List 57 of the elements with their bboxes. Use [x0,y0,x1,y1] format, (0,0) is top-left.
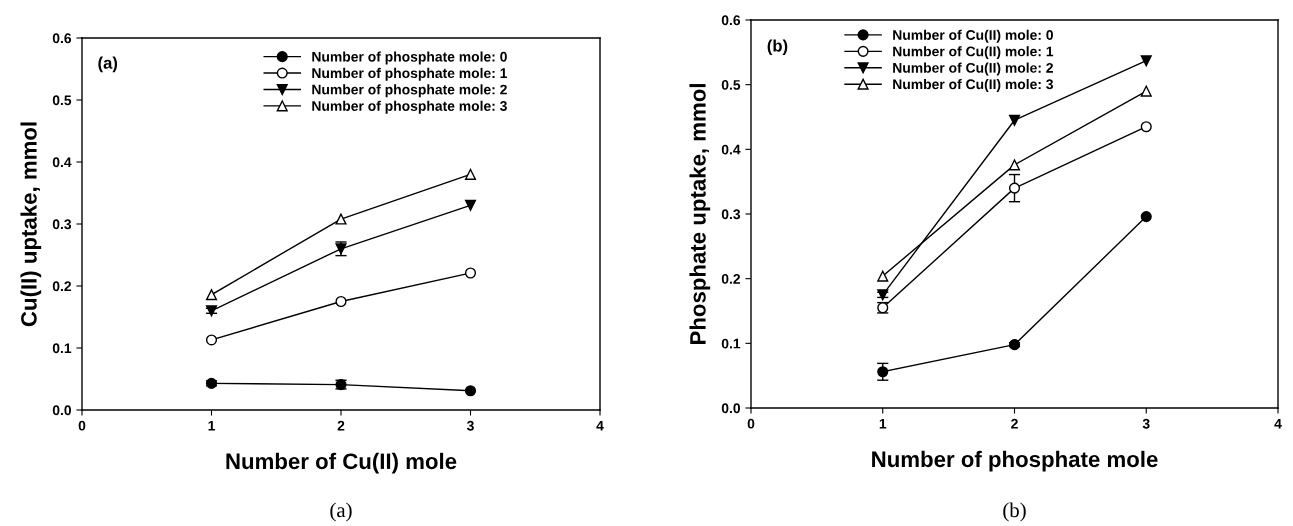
legend-label: Number of Cu(II) mole: 0 [893,29,1053,43]
y-tick-label: 0.0 [721,403,741,414]
y-tick-label: 0.4 [52,157,72,168]
point [205,289,218,301]
point [1008,114,1021,126]
annotation: (b) [767,39,788,55]
point [1140,121,1152,133]
legend-label: Number of Cu(II) mole: 2 [893,62,1053,76]
y-tick-label: 0.3 [52,219,72,230]
y-tick-label: 0.2 [52,281,72,292]
point [1140,85,1152,97]
legend-label: Number of phosphate mole: 1 [312,67,508,81]
x-tick-label: 1 [879,418,887,429]
x-tick-label: 0 [78,420,86,431]
y-axis-title: Cu(II) uptake, mmol [20,122,42,327]
x-tick-label: 3 [466,420,474,431]
point [877,270,889,282]
legend-label: Number of Cu(II) mole: 1 [893,46,1054,60]
point [877,366,889,378]
point [1140,211,1152,223]
y-tick-label: 0.5 [52,95,72,106]
y-axis-title: Phosphate uptake, mmol [689,84,711,345]
y-tick-label: 0.5 [721,80,741,90]
legend-label: Number of phosphate mole: 3 [312,100,507,114]
text: (a) [330,502,352,522]
point [205,334,218,346]
x-tick-label: 3 [1142,418,1150,429]
x-tick-label: 2 [1011,418,1018,429]
y-tick-label: 0.2 [721,274,741,284]
point [1008,182,1021,194]
point [335,213,347,225]
x-tick-label: 2 [337,420,345,431]
y-tick-label: 0.6 [721,15,741,26]
y-tick-label: 0.0 [52,405,72,416]
legend-label: Number of phosphate mole: 2 [312,84,507,98]
y-tick-label: 0.4 [721,144,741,155]
point [464,168,477,180]
x-axis-title: Number of phosphate mole [872,450,1158,472]
legend-label: Number of Cu(II) mole: 3 [893,78,1054,92]
y-tick-label: 0.1 [52,343,72,354]
y-tick-label: 0.6 [52,33,72,44]
x-axis-title: Number of Cu(II) mole [226,452,457,474]
point [464,385,477,397]
x-tick-label: 4 [596,420,604,431]
text: (b) [1003,502,1026,522]
annotation: (a) [98,56,118,73]
x-tick-label: 4 [1274,418,1282,429]
point [1140,55,1152,67]
point [335,295,347,308]
legend-label: Number of phosphate mole: 0 [312,51,507,65]
point [1008,159,1021,171]
point [464,267,477,279]
y-tick-label: 0.3 [721,209,741,220]
x-tick-label: 1 [208,420,215,431]
x-tick-label: 0 [747,418,755,429]
point [464,199,477,211]
y-tick-label: 0.1 [721,338,741,349]
